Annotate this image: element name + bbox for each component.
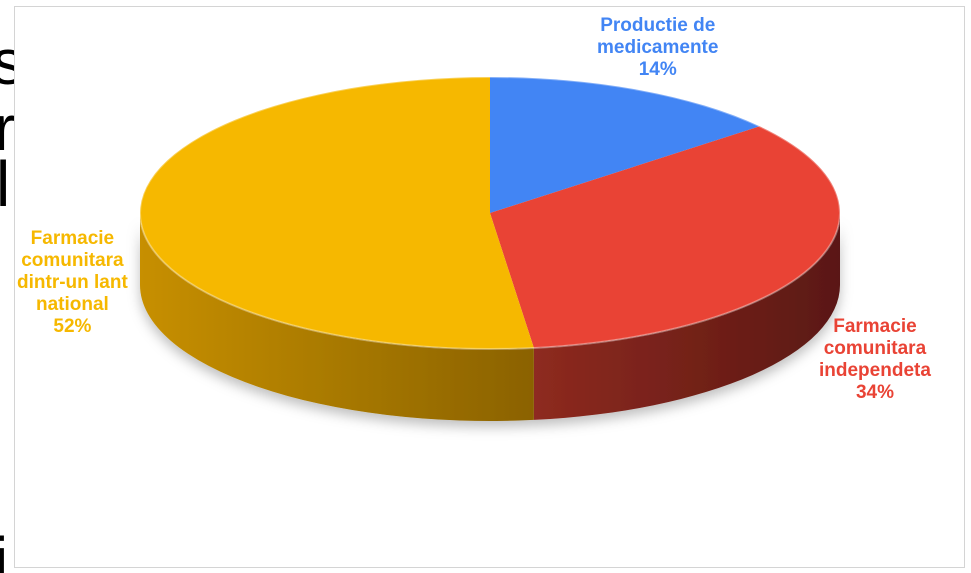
label-percent: 14% — [638, 59, 677, 80]
label-line: national — [35, 294, 109, 315]
chart-area: Productie de medicamente 14% Farmacie co… — [14, 6, 965, 568]
pie-slice-productie-de-medicamente — [490, 77, 760, 213]
background-letter: l — [0, 148, 11, 220]
pie-slice-side-farmacie-comunitara-independeta — [533, 213, 840, 420]
label-line: Productie de — [600, 15, 716, 36]
label-line: Farmacie — [30, 228, 115, 249]
label-line: comunitara — [21, 250, 124, 271]
background-letter: r — [0, 92, 16, 164]
label-line: independeta — [819, 360, 931, 381]
pie-slice-farmacie-comunitara-dintr-un-lant-national — [140, 77, 534, 349]
data-label-farmacie-lant-national: Farmacie comunitara dintr-un lant nation… — [17, 228, 128, 338]
label-percent: 34% — [855, 382, 894, 403]
pie-chart — [139, 76, 841, 421]
pie-slice-side-farmacie-comunitara-dintr-un-lant-national — [140, 213, 534, 421]
label-line: Farmacie — [833, 316, 917, 337]
label-percent: 52% — [53, 316, 92, 337]
label-line: medicamente — [597, 37, 719, 58]
pie-slice-farmacie-comunitara-independeta — [490, 126, 840, 348]
label-line: comunitara — [823, 338, 927, 359]
data-label-farmacie-independeta: Farmacie comunitara independeta 34% — [819, 316, 931, 404]
background-letter: i — [0, 524, 9, 573]
label-line: dintr-un lant — [17, 272, 128, 293]
pie-top-rim — [139, 76, 841, 350]
data-label-productie-de-medicamente: Productie de medicamente 14% — [597, 15, 718, 81]
